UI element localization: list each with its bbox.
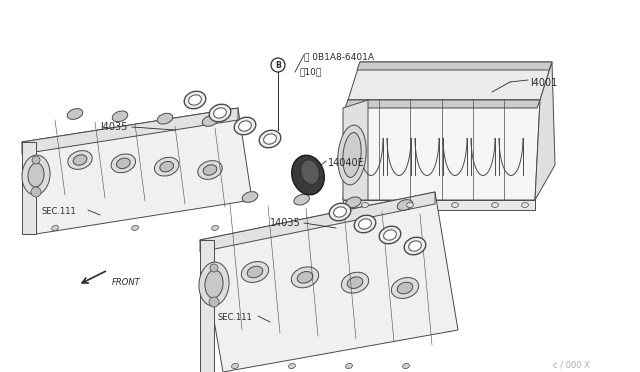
Ellipse shape — [52, 225, 58, 231]
Text: SEC.111: SEC.111 — [217, 313, 252, 322]
Text: l4035: l4035 — [100, 122, 127, 132]
Ellipse shape — [203, 165, 217, 175]
Ellipse shape — [242, 192, 258, 202]
Text: c / 000 X: c / 000 X — [553, 360, 590, 369]
Text: 14040E: 14040E — [328, 158, 365, 168]
Ellipse shape — [301, 160, 319, 184]
Ellipse shape — [32, 156, 40, 164]
Ellipse shape — [333, 207, 346, 217]
Text: B: B — [275, 61, 281, 70]
Polygon shape — [343, 100, 368, 200]
Ellipse shape — [294, 194, 309, 205]
Ellipse shape — [202, 116, 218, 126]
Ellipse shape — [210, 264, 218, 272]
Ellipse shape — [28, 163, 44, 187]
Ellipse shape — [391, 278, 419, 298]
Ellipse shape — [22, 155, 50, 195]
Ellipse shape — [73, 155, 87, 165]
Ellipse shape — [209, 104, 231, 122]
Polygon shape — [345, 100, 540, 108]
Ellipse shape — [189, 95, 202, 105]
Polygon shape — [535, 62, 555, 200]
Ellipse shape — [234, 117, 256, 135]
Ellipse shape — [157, 113, 173, 124]
Ellipse shape — [358, 219, 371, 229]
Ellipse shape — [199, 262, 229, 306]
Ellipse shape — [492, 202, 499, 208]
Ellipse shape — [397, 200, 413, 210]
Ellipse shape — [132, 225, 138, 231]
Polygon shape — [343, 200, 535, 210]
Ellipse shape — [343, 132, 361, 177]
Polygon shape — [348, 62, 552, 100]
Ellipse shape — [259, 130, 281, 148]
Ellipse shape — [68, 151, 92, 169]
Ellipse shape — [403, 363, 410, 369]
Ellipse shape — [205, 270, 223, 298]
Polygon shape — [22, 142, 36, 234]
Ellipse shape — [239, 121, 252, 131]
Polygon shape — [200, 192, 435, 252]
Ellipse shape — [31, 187, 41, 197]
Ellipse shape — [341, 272, 369, 293]
Ellipse shape — [214, 108, 227, 118]
Ellipse shape — [291, 267, 319, 288]
Ellipse shape — [380, 226, 401, 244]
Text: FRONT: FRONT — [112, 278, 141, 287]
Ellipse shape — [212, 225, 218, 231]
Ellipse shape — [297, 272, 313, 283]
Ellipse shape — [338, 125, 366, 185]
Text: l4001: l4001 — [530, 78, 557, 88]
Ellipse shape — [404, 237, 426, 255]
Text: 14035: 14035 — [270, 218, 301, 228]
Ellipse shape — [406, 202, 413, 208]
Polygon shape — [200, 240, 214, 372]
Ellipse shape — [289, 363, 296, 369]
Polygon shape — [357, 62, 552, 70]
Text: Ⓑ 0B1A8-6401A: Ⓑ 0B1A8-6401A — [304, 52, 374, 61]
Ellipse shape — [346, 363, 353, 369]
Ellipse shape — [451, 202, 458, 208]
Ellipse shape — [348, 277, 363, 288]
Ellipse shape — [154, 157, 179, 176]
Ellipse shape — [354, 215, 376, 233]
Ellipse shape — [232, 363, 239, 369]
Polygon shape — [22, 108, 252, 234]
Polygon shape — [22, 108, 238, 154]
Ellipse shape — [292, 155, 324, 195]
Ellipse shape — [116, 158, 130, 169]
Text: 〈10〉: 〈10〉 — [299, 67, 321, 76]
Ellipse shape — [522, 202, 529, 208]
Ellipse shape — [241, 262, 269, 282]
Ellipse shape — [408, 241, 421, 251]
Ellipse shape — [346, 197, 361, 208]
Ellipse shape — [184, 91, 206, 109]
Polygon shape — [343, 100, 540, 200]
Ellipse shape — [397, 282, 413, 294]
Circle shape — [271, 58, 285, 72]
Ellipse shape — [160, 161, 173, 172]
Ellipse shape — [198, 161, 222, 179]
Text: SEC.111: SEC.111 — [42, 207, 77, 216]
Ellipse shape — [383, 230, 396, 240]
Ellipse shape — [329, 203, 351, 221]
Ellipse shape — [362, 202, 369, 208]
Ellipse shape — [67, 109, 83, 119]
Ellipse shape — [264, 134, 276, 144]
Ellipse shape — [111, 154, 136, 173]
Ellipse shape — [247, 266, 263, 278]
Polygon shape — [200, 192, 458, 372]
Ellipse shape — [112, 111, 128, 122]
Ellipse shape — [209, 297, 219, 307]
